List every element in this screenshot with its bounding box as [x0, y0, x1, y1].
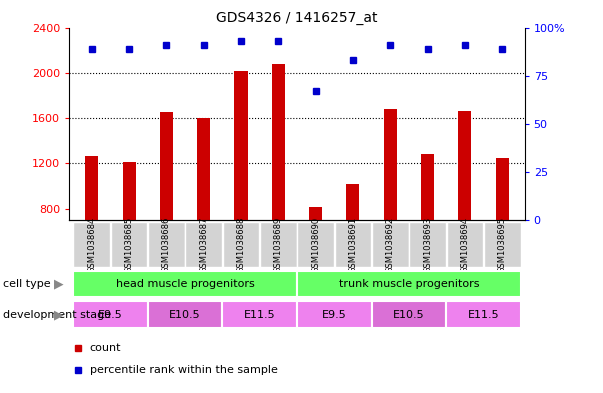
Bar	[148, 301, 223, 328]
Text: E11.5: E11.5	[244, 310, 276, 320]
Text: ▶: ▶	[54, 277, 63, 290]
Text: GSM1038694: GSM1038694	[461, 217, 469, 273]
Text: cell type: cell type	[3, 279, 51, 289]
Bar	[74, 222, 110, 267]
Bar	[409, 222, 446, 267]
Text: GSM1038685: GSM1038685	[125, 217, 133, 273]
Bar	[496, 158, 509, 220]
Bar	[160, 112, 173, 220]
Text: GSM1038686: GSM1038686	[162, 217, 171, 273]
Bar	[122, 162, 136, 220]
Bar	[371, 301, 446, 328]
Text: E11.5: E11.5	[468, 310, 499, 320]
Bar	[297, 301, 371, 328]
Text: count: count	[90, 343, 121, 353]
Bar	[372, 222, 409, 267]
Title: GDS4326 / 1416257_at: GDS4326 / 1416257_at	[216, 11, 377, 25]
Bar	[197, 118, 210, 220]
Text: ▶: ▶	[54, 308, 63, 321]
Text: GSM1038690: GSM1038690	[311, 217, 320, 273]
Text: head muscle progenitors: head muscle progenitors	[116, 279, 254, 289]
Bar	[346, 184, 359, 220]
Bar	[223, 301, 297, 328]
Bar	[384, 109, 397, 220]
Text: development stage: development stage	[3, 310, 111, 320]
Bar	[458, 111, 472, 220]
Text: GSM1038688: GSM1038688	[236, 217, 245, 273]
Bar	[335, 222, 371, 267]
Bar	[309, 207, 322, 220]
Text: GSM1038689: GSM1038689	[274, 217, 283, 273]
Bar	[272, 64, 285, 220]
Bar	[223, 222, 259, 267]
Text: GSM1038695: GSM1038695	[497, 217, 507, 273]
Bar	[447, 222, 483, 267]
Text: E10.5: E10.5	[169, 310, 201, 320]
Text: GSM1038693: GSM1038693	[423, 217, 432, 273]
Text: E9.5: E9.5	[322, 310, 347, 320]
Bar	[73, 301, 148, 328]
Bar	[111, 222, 147, 267]
Bar	[235, 71, 248, 220]
Text: GSM1038684: GSM1038684	[87, 217, 96, 273]
Bar	[85, 156, 98, 220]
Bar	[185, 222, 222, 267]
Bar	[73, 271, 297, 297]
Text: percentile rank within the sample: percentile rank within the sample	[90, 365, 278, 375]
Text: GSM1038687: GSM1038687	[199, 217, 208, 273]
Bar	[297, 222, 334, 267]
Text: E9.5: E9.5	[98, 310, 123, 320]
Text: GSM1038691: GSM1038691	[349, 217, 358, 273]
Bar	[484, 222, 520, 267]
Bar	[446, 301, 521, 328]
Text: E10.5: E10.5	[393, 310, 425, 320]
Bar	[297, 271, 521, 297]
Bar	[148, 222, 185, 267]
Bar	[421, 154, 434, 220]
Bar	[260, 222, 297, 267]
Text: trunk muscle progenitors: trunk muscle progenitors	[339, 279, 479, 289]
Text: GSM1038692: GSM1038692	[386, 217, 395, 273]
